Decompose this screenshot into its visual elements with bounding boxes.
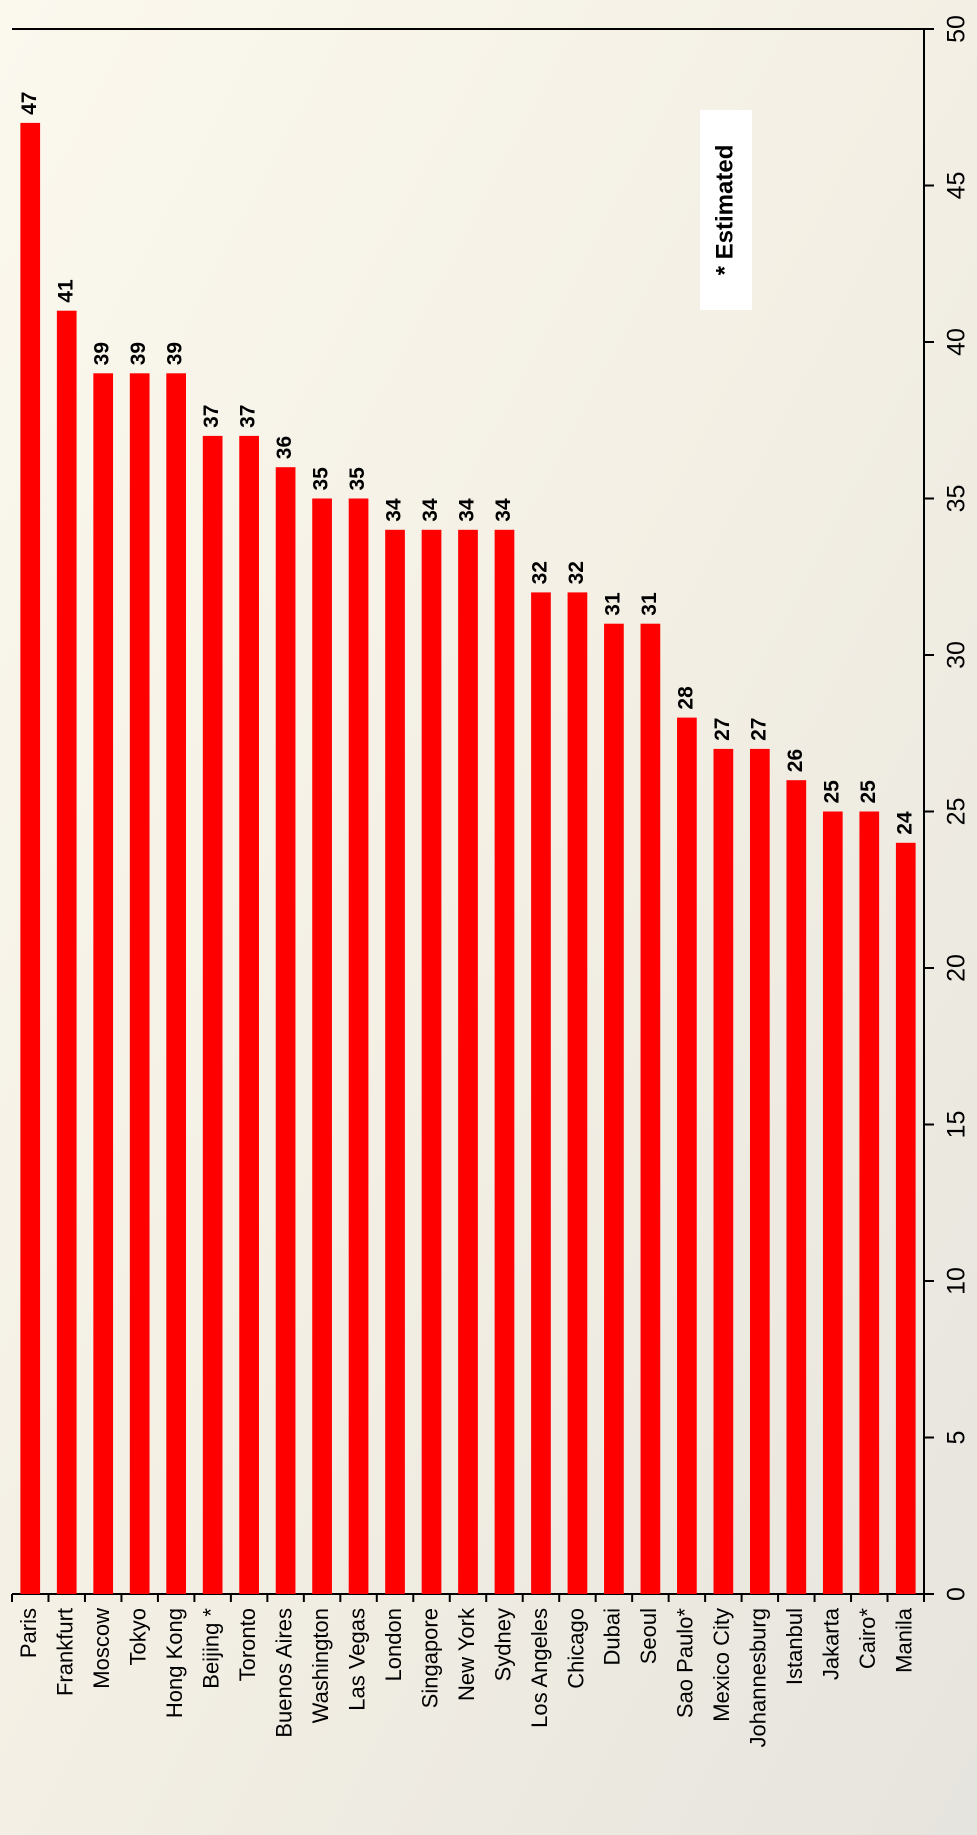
category-label: Washington <box>308 1608 333 1723</box>
value-label: 41 <box>54 279 77 303</box>
value-label: 47 <box>18 92 41 115</box>
value-label: 31 <box>601 592 624 616</box>
category-label: Johannesburg <box>746 1608 771 1747</box>
category-label: Beijing * <box>198 1608 223 1689</box>
bar <box>640 623 661 1594</box>
value-label: 34 <box>456 498 479 522</box>
category-label: Toronto <box>235 1608 260 1681</box>
category-label: Sao Paulo* <box>673 1608 698 1719</box>
y-tick-label: 45 <box>943 172 971 200</box>
category-label: Singapore <box>417 1608 442 1708</box>
category-label: Las Vegas <box>344 1608 369 1711</box>
bar <box>531 592 551 1594</box>
bar <box>567 592 588 1594</box>
value-label: 25 <box>820 780 843 804</box>
bar <box>458 529 478 1594</box>
bar <box>604 623 624 1594</box>
category-label: Mexico City <box>709 1608 734 1722</box>
bar <box>348 498 369 1594</box>
category-label: Buenos Aires <box>271 1608 296 1738</box>
value-label: 32 <box>529 561 552 584</box>
bar <box>421 529 442 1594</box>
bar <box>385 529 405 1594</box>
value-label: 39 <box>164 342 187 365</box>
y-tick-label: 20 <box>943 954 971 982</box>
annotation: * Estimated <box>711 145 738 276</box>
value-label: 37 <box>200 405 223 428</box>
category-label: Frankfurt <box>53 1608 78 1696</box>
value-label: 26 <box>784 749 807 772</box>
category-label: Jakarta <box>819 1607 844 1680</box>
category-label: Chicago <box>563 1608 588 1689</box>
bar <box>312 498 332 1594</box>
bar <box>786 780 807 1594</box>
category-label: Manila <box>892 1607 917 1673</box>
category-label: Hong Kong <box>162 1608 187 1718</box>
category-label: Los Angeles <box>527 1608 552 1728</box>
value-label: 39 <box>91 342 114 365</box>
category-label: Seoul <box>636 1608 661 1664</box>
bar <box>93 373 114 1594</box>
y-tick-label: 50 <box>943 15 971 43</box>
category-label: Sydney <box>490 1608 515 1681</box>
value-label: 34 <box>492 498 515 522</box>
annotation-box <box>700 110 752 310</box>
bar <box>677 717 697 1594</box>
bar <box>166 373 187 1594</box>
value-label: 32 <box>565 561 588 584</box>
bar <box>275 467 296 1595</box>
category-label: Paris <box>16 1608 41 1658</box>
value-label: 24 <box>893 811 916 835</box>
value-label: 34 <box>383 498 406 522</box>
y-tick-label: 30 <box>943 641 971 669</box>
bar <box>20 122 41 1594</box>
bar <box>494 529 515 1594</box>
category-label: Moscow <box>89 1608 114 1689</box>
y-tick-label: 10 <box>943 1267 971 1295</box>
value-label: 31 <box>638 592 661 616</box>
y-tick-label: 25 <box>943 798 971 826</box>
y-tick-label: 15 <box>943 1111 971 1139</box>
value-label: 35 <box>310 467 333 491</box>
category-label: Istanbul <box>782 1608 807 1685</box>
value-label: 37 <box>237 405 260 428</box>
category-label: Tokyo <box>125 1608 150 1665</box>
value-label: 35 <box>346 467 369 491</box>
bar <box>749 748 770 1594</box>
value-label: 27 <box>711 718 734 741</box>
bar <box>202 435 223 1594</box>
bar <box>56 310 77 1595</box>
y-tick-label: 35 <box>943 485 971 513</box>
bar <box>713 748 734 1594</box>
bar <box>859 811 880 1594</box>
bar <box>129 373 150 1594</box>
bar <box>239 435 259 1594</box>
category-label: Cairo* <box>855 1608 880 1670</box>
value-label: 39 <box>127 342 150 365</box>
bar <box>895 842 916 1594</box>
value-label: 27 <box>747 718 770 741</box>
value-label: 34 <box>419 498 442 522</box>
value-label: 25 <box>857 780 880 804</box>
y-tick-label: 5 <box>943 1431 971 1445</box>
y-tick-label: 0 <box>943 1587 971 1601</box>
value-label: 36 <box>273 436 296 459</box>
category-label: New York <box>454 1607 479 1701</box>
category-label: London <box>381 1608 406 1681</box>
y-tick-label: 40 <box>943 328 971 356</box>
category-label: Dubai <box>600 1608 625 1665</box>
value-label: 28 <box>674 686 697 710</box>
bar <box>822 811 843 1594</box>
